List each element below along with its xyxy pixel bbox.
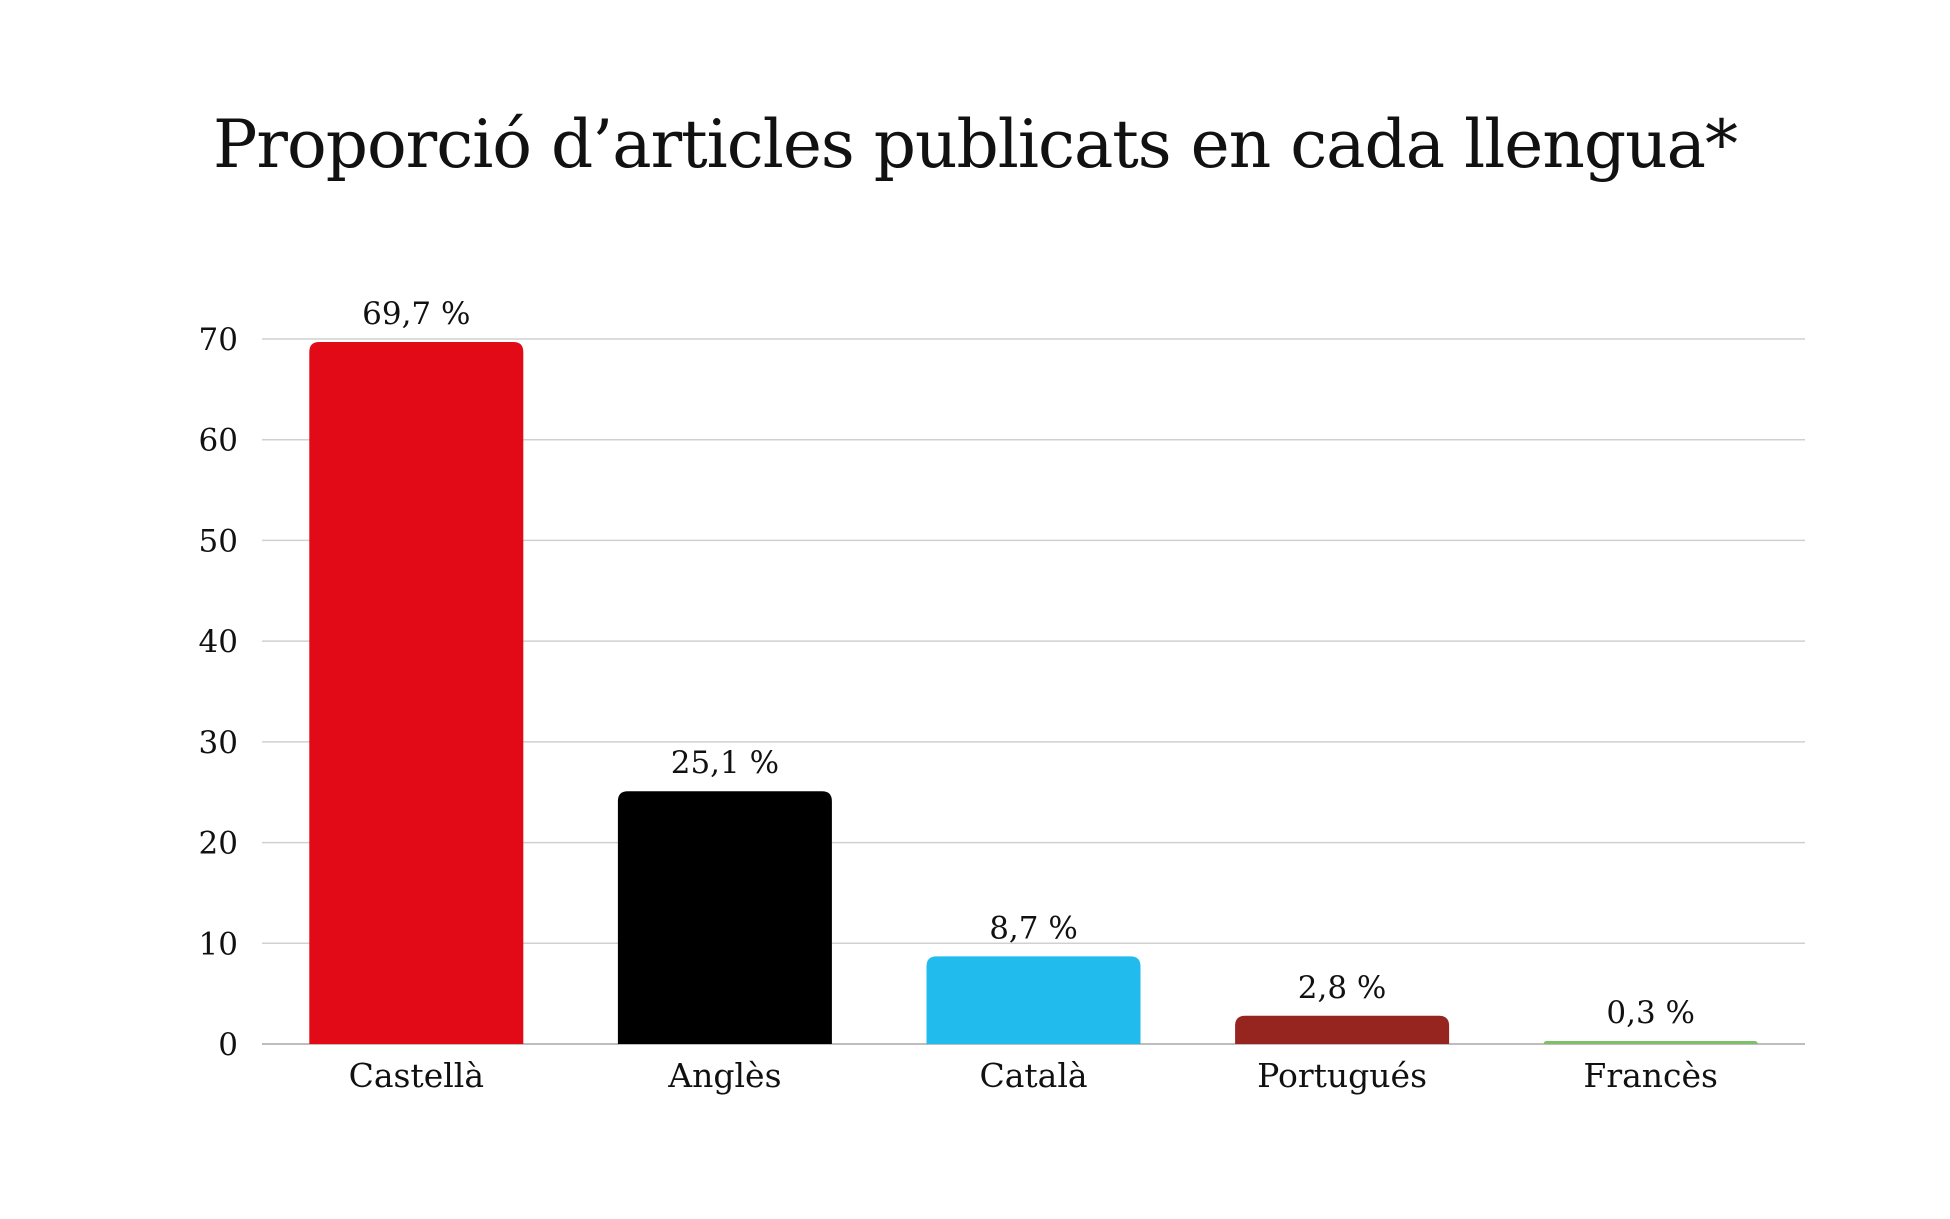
bar-2 [926, 956, 1141, 1044]
y-tick-label: 70 [199, 322, 238, 358]
bar-3 [1235, 1015, 1450, 1044]
y-tick-label: 50 [199, 523, 238, 559]
data-label: 8,7 % [989, 910, 1078, 946]
y-axis-ticks: 0 10 20 30 40 50 60 70 [199, 322, 238, 1063]
y-tick-label: 40 [199, 624, 238, 660]
bar-4 [1543, 1040, 1758, 1044]
y-tick-label: 20 [199, 826, 238, 862]
chart-title: Proporció d’articles publicats en cada l… [213, 106, 1738, 183]
y-tick-label: 60 [199, 423, 238, 459]
y-tick-label: 10 [199, 926, 238, 962]
category-label: Anglès [667, 1056, 781, 1095]
bar-0 [309, 342, 524, 1044]
bars [309, 342, 1758, 1044]
category-labels: Castellà Anglès Català Portugués Francès [349, 1056, 1718, 1095]
category-label: Portugués [1257, 1056, 1427, 1095]
data-label: 2,8 % [1298, 970, 1387, 1006]
y-tick-label: 30 [199, 725, 238, 761]
category-label: Castellà [349, 1056, 484, 1095]
y-tick-label: 0 [218, 1027, 238, 1063]
category-label: Francès [1583, 1056, 1718, 1095]
data-label: 25,1 % [671, 745, 779, 781]
data-label: 0,3 % [1606, 995, 1695, 1031]
bar-1 [617, 791, 832, 1044]
category-label: Català [979, 1056, 1087, 1095]
data-label: 69,7 % [362, 296, 470, 332]
data-labels: 69,7 % 25,1 % 8,7 % 2,8 % 0,3 % [362, 296, 1695, 1031]
